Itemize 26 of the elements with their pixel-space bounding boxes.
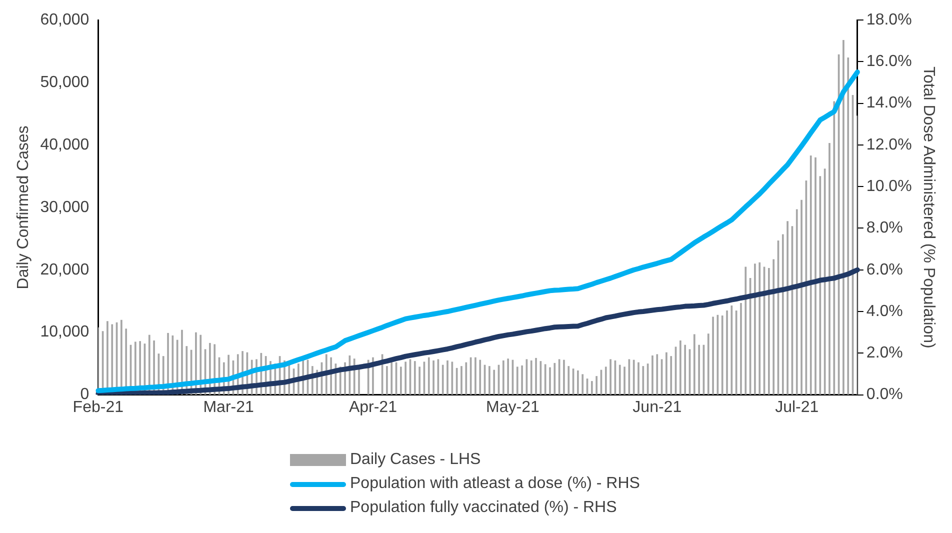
y2-tick-label: 14.0%: [866, 94, 912, 112]
y-tick-label: 30,000: [40, 198, 90, 216]
legend-label: Population fully vaccinated (%) - RHS: [350, 499, 617, 517]
legend-label: Population with atleast a dose (%) - RHS: [350, 475, 640, 493]
x-tick-label: May-21: [486, 398, 540, 416]
y-tick-label: 10,000: [40, 324, 90, 341]
y-tick-label: 40,000: [40, 136, 90, 154]
y2-tick-label: 16.0%: [866, 53, 912, 70]
y2-tick-label: 12.0%: [866, 136, 912, 154]
y2-tick-label: 8.0%: [866, 220, 903, 237]
y-tick-label: 60,000: [40, 11, 90, 28]
x-tick-label: Jul-21: [775, 398, 819, 416]
x-tick-label: Jun-21: [632, 398, 682, 416]
y-tick-label: 20,000: [40, 261, 90, 278]
y2-axis-title: Total Dose Administered (% Population): [920, 66, 937, 348]
y-tick-label: 50,000: [40, 74, 90, 91]
y2-tick-label: 0.0%: [866, 386, 903, 404]
x-tick-label: Apr-21: [348, 398, 398, 416]
y2-tick-label: 6.0%: [866, 261, 903, 278]
x-tick-label: Mar-21: [203, 398, 254, 416]
y2-tick-label: 18.0%: [866, 11, 912, 28]
y-axis-title: Daily Confirmed Cases: [15, 126, 32, 290]
y2-tick-label: 10.0%: [866, 178, 912, 195]
y2-tick-label: 2.0%: [866, 344, 903, 362]
legend-label: Daily Cases - LHS: [350, 451, 481, 469]
y2-tick-label: 4.0%: [866, 302, 903, 320]
